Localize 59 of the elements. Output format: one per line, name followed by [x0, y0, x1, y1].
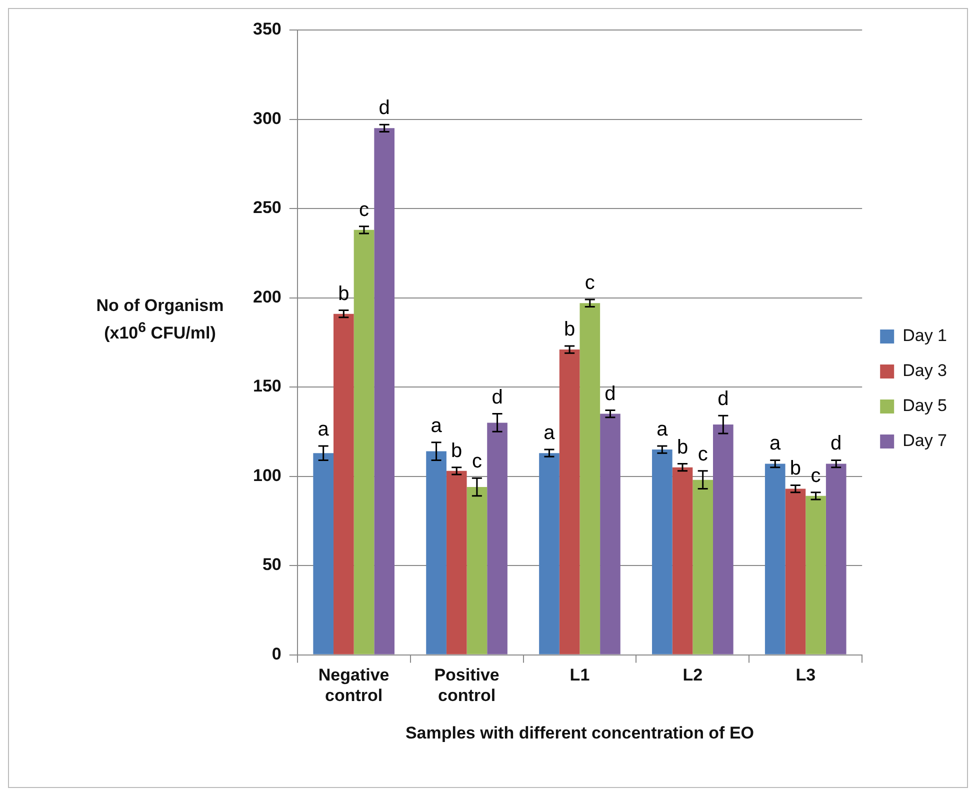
bar [487, 422, 508, 654]
data-label: c [584, 272, 595, 294]
y-tick-label: 100 [252, 466, 282, 485]
bar [713, 424, 734, 654]
data-label: a [544, 422, 556, 444]
data-label: c [698, 443, 708, 466]
x-tick-label: L1 [570, 666, 590, 685]
bar [652, 450, 672, 654]
data-label: a [656, 418, 669, 440]
y-tick-label: 250 [252, 198, 282, 218]
bar [600, 414, 620, 654]
legend-label: Day 7 [902, 431, 948, 450]
data-label: a [318, 418, 330, 440]
x-axis-title: Samples with different concentration of EO [405, 723, 754, 742]
bar [313, 453, 334, 654]
bar [539, 453, 560, 654]
data-label: b [451, 440, 462, 462]
legend-label: Day 5 [902, 396, 948, 416]
data-label: d [378, 97, 390, 120]
data-label: c [472, 450, 482, 473]
y-axis-title: No of Organism (x10$^{6}$ CFU/ml) [95, 295, 225, 345]
bar [672, 467, 693, 654]
data-label: d [830, 432, 842, 455]
bar [559, 350, 580, 654]
data-label: a [430, 414, 443, 437]
data-label: b [564, 318, 576, 340]
bar [806, 496, 826, 654]
y-tick-label: 0 [272, 644, 282, 664]
x-tick-label: L2 [682, 666, 703, 685]
bar [692, 480, 714, 654]
bar [764, 464, 786, 654]
bar [826, 464, 846, 654]
bar [426, 451, 446, 654]
bar [334, 314, 354, 654]
y-tick-label: 350 [252, 20, 282, 39]
x-tick-label: L3 [796, 666, 816, 685]
x-tick-label: Positive control [434, 666, 500, 706]
bar [580, 303, 600, 654]
data-label: d [492, 386, 503, 408]
data-label: b [790, 458, 802, 480]
data-label: b [338, 282, 350, 305]
data-label: d [718, 388, 729, 410]
y-tick-label: 50 [262, 555, 282, 574]
bar [354, 230, 374, 654]
data-label: d [604, 382, 616, 405]
data-label: a [770, 432, 782, 455]
x-tick-label: Negative control [318, 666, 390, 706]
bar [785, 488, 806, 654]
data-label: c [359, 198, 369, 221]
y-tick-label: 300 [252, 108, 282, 128]
bar [466, 486, 488, 654]
legend-label: Day 1 [902, 326, 948, 346]
data-label: b [676, 436, 688, 458]
legend-label: Day 3 [902, 361, 948, 380]
bar [446, 470, 467, 654]
y-tick-label: 200 [252, 287, 282, 306]
data-label: c [810, 464, 821, 487]
bar [374, 128, 394, 654]
y-tick-label: 150 [252, 376, 282, 396]
